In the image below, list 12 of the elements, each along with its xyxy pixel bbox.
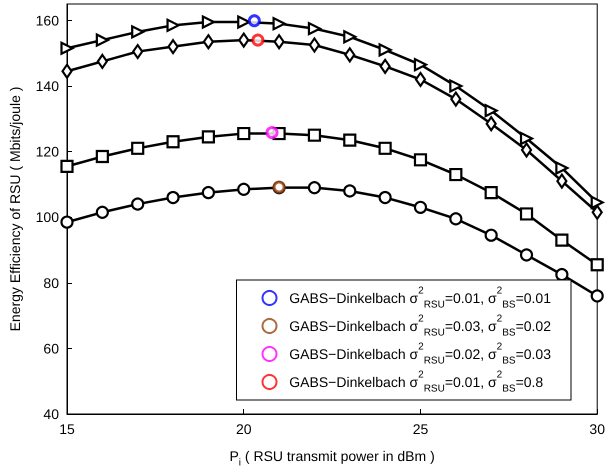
y-tick-label: 60 [43, 340, 60, 356]
y-tick-label: 80 [43, 274, 60, 291]
x-tick-label: 25 [412, 421, 428, 437]
y-tick-label: 160 [36, 12, 60, 28]
x-tick-label: 20 [236, 421, 252, 437]
x-tick-label: 15 [59, 421, 75, 437]
y-axis-title: Energy Efficiency of RSU ( Mbits/joule ) [7, 86, 23, 332]
y-tick-label: 100 [36, 209, 60, 226]
y-tick-label: 140 [36, 78, 60, 94]
y-tick-label: 120 [36, 144, 60, 160]
x-tick-label: 30 [589, 421, 606, 437]
y-tick-label: 40 [43, 406, 60, 422]
